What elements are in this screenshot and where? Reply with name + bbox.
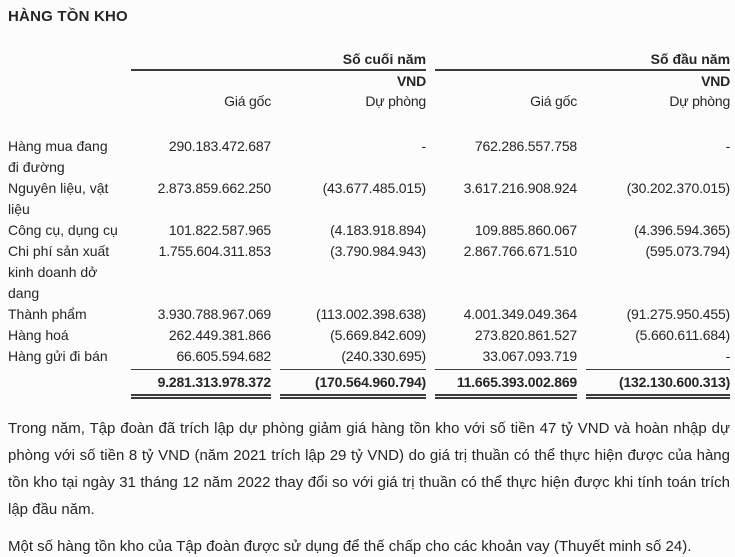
- row-label: Nguyên liệu, vật liệu: [8, 180, 109, 217]
- unit-label: VND: [701, 73, 731, 89]
- cell-value: -: [725, 348, 731, 364]
- cell-value: (595.073.794): [645, 243, 731, 259]
- spacer-cell: [8, 90, 122, 110]
- table-row: Thành phẩm 3.930.788.967.069 (113.002.39…: [8, 304, 730, 325]
- cell-value: (4.396.594.365): [634, 222, 731, 238]
- cell-value: 109.885.860.067: [474, 222, 578, 238]
- cell-value: (43.677.485.015): [322, 180, 427, 196]
- table-row: Chi phí sản xuất kinh doanh dở dang 1.75…: [8, 241, 730, 304]
- cell-value: 273.820.861.527: [474, 327, 578, 343]
- column-header: Giá gốc: [224, 93, 271, 109]
- spacer-cell: [8, 51, 122, 71]
- cell-value: 762.286.557.758: [474, 138, 578, 154]
- total-value: (170.564.960.794): [271, 367, 426, 399]
- notes-section: Trong năm, Tập đoàn đã trích lập dự phòn…: [8, 415, 730, 557]
- row-label: Chi phí sản xuất kinh doanh dở dang: [8, 243, 110, 301]
- cell-value: -: [725, 138, 731, 154]
- group-header-end-of-year: Số cuối năm: [122, 51, 427, 71]
- cell-value: 66.605.594.682: [176, 348, 271, 364]
- unit-row: VND VND: [8, 71, 730, 90]
- total-value: 11.665.393.002.869: [426, 367, 577, 399]
- cell-value: 101.822.587.965: [168, 222, 271, 238]
- cell-value: 2.873.859.662.250: [157, 180, 272, 196]
- cell-value: (5.660.611.684): [635, 327, 731, 343]
- cell-value: (30.202.370.015): [626, 180, 731, 196]
- cell-value: (113.002.398.638): [316, 306, 427, 322]
- cell-value: 262.449.381.866: [168, 327, 271, 343]
- row-label: Hàng gửi đi bán: [8, 348, 108, 364]
- spacer-cell: [8, 367, 122, 399]
- inventory-table: Số cuối năm Số đầu năm VND VND Giá gốc D…: [8, 51, 730, 399]
- table-row: Công cụ, dụng cụ 101.822.587.965 (4.183.…: [8, 220, 730, 241]
- unit-label: VND: [397, 73, 427, 89]
- note-paragraph: Một số hàng tồn kho của Tập đoàn được sử…: [8, 538, 692, 555]
- row-label: Công cụ, dụng cụ: [8, 222, 118, 238]
- column-header-row: Giá gốc Dự phòng Giá gốc Dự phòng: [8, 90, 730, 110]
- table-row: Hàng gửi đi bán 66.605.594.682 (240.330.…: [8, 346, 730, 367]
- cell-value: -: [421, 138, 427, 154]
- table-row: Hàng hoá 262.449.381.866 (5.669.842.609)…: [8, 325, 730, 346]
- group-header-row: Số cuối năm Số đầu năm: [8, 51, 731, 71]
- row-label: Thành phẩm: [8, 306, 87, 322]
- cell-value: (5.669.842.609): [330, 327, 427, 343]
- page-title: HÀNG TỒN KHO: [8, 8, 128, 25]
- cell-value: (4.183.918.894): [330, 222, 427, 238]
- column-header: Dự phòng: [365, 93, 427, 109]
- note-paragraph: Trong năm, Tập đoàn đã trích lập dự phòn…: [8, 420, 730, 518]
- group-header-beginning-of-year: Số đầu năm: [426, 51, 731, 71]
- column-header: Giá gốc: [530, 93, 578, 109]
- cell-value: 3.930.788.967.069: [157, 306, 272, 322]
- row-label: Hàng hoá: [8, 327, 69, 343]
- cell-value: (240.330.695): [341, 348, 427, 364]
- cell-value: 33.067.093.719: [482, 348, 578, 364]
- totals-row: 9.281.313.978.372 (170.564.960.794) 11.6…: [8, 367, 730, 399]
- total-value: 9.281.313.978.372: [122, 367, 271, 399]
- table-row: Hàng mua đang đi đường 290.183.472.687 -…: [8, 110, 730, 178]
- cell-value: (3.790.984.943): [330, 243, 427, 259]
- cell-value: 1.755.604.311.853: [158, 243, 272, 259]
- cell-value: 3.617.216.908.924: [463, 180, 578, 196]
- total-value: (132.130.600.313): [577, 367, 730, 399]
- column-header: Dự phòng: [669, 93, 731, 109]
- cell-value: 290.183.472.687: [168, 138, 271, 154]
- row-label: Hàng mua đang đi đường: [8, 138, 108, 175]
- cell-value: (91.275.950.455): [626, 306, 731, 322]
- spacer-cell: [8, 71, 122, 90]
- cell-value: 2.867.766.671.510: [463, 243, 578, 259]
- table-row: Nguyên liệu, vật liệu 2.873.859.662.250 …: [8, 178, 730, 220]
- cell-value: 4.001.349.049.364: [463, 306, 578, 322]
